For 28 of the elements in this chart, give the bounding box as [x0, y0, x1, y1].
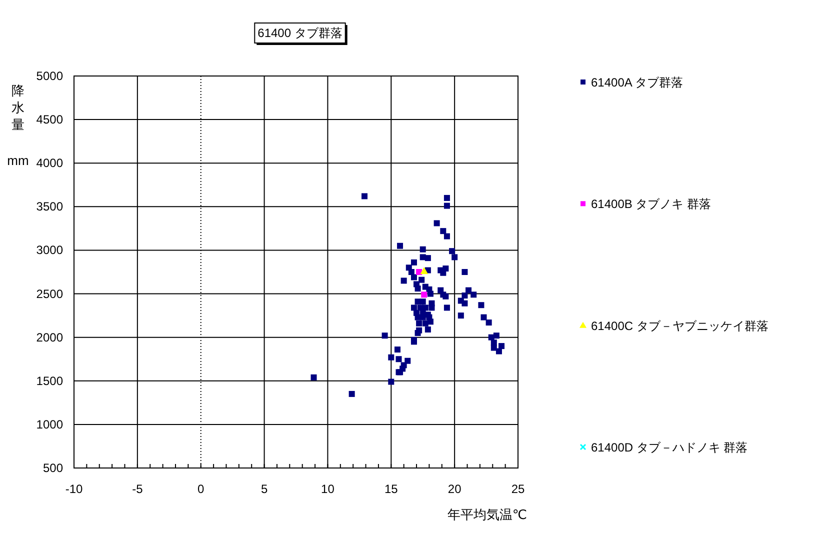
- legend-label: 61400B タブノキ 群落: [591, 197, 712, 212]
- x-tick-label: 20: [448, 482, 462, 496]
- x-tick-label: 0: [198, 482, 205, 496]
- y-tick-label: 3000: [36, 243, 64, 258]
- y-tick-label: 1500: [36, 374, 64, 388]
- legend-label: 61400D タブ－ハドノキ 群落: [591, 440, 748, 454]
- legend-label: 61400C タブ－ヤブニッケイ群落: [591, 318, 768, 333]
- x-tick-label: -10: [65, 482, 83, 496]
- y-tick-label: 500: [42, 461, 64, 475]
- y-tick-label: 4000: [36, 156, 64, 170]
- point: [420, 267, 428, 274]
- x-tick-label: 5: [260, 482, 268, 496]
- point: [421, 292, 428, 298]
- x-tick-label: 10: [321, 482, 335, 496]
- y-tick-label: 4500: [36, 112, 64, 127]
- y-tick-label: 2500: [36, 286, 64, 301]
- y-tick-label: 1000: [36, 417, 64, 432]
- x-tick-label: -5: [132, 482, 144, 496]
- x-tick-label: 15: [384, 482, 398, 496]
- legend-label: 61400A タブ群落: [591, 76, 684, 90]
- y-tick-label: 3500: [36, 200, 64, 214]
- x-tick-label: 25: [511, 482, 525, 496]
- point: [416, 269, 422, 275]
- y-tick-label: 5000: [36, 69, 64, 83]
- chart-title: 61400 タブ群落: [258, 26, 342, 40]
- y-tick-label: 2000: [36, 330, 64, 344]
- x-axis-title: 年平均気温℃: [447, 507, 527, 522]
- text: 降水量 mm: [7, 83, 29, 168]
